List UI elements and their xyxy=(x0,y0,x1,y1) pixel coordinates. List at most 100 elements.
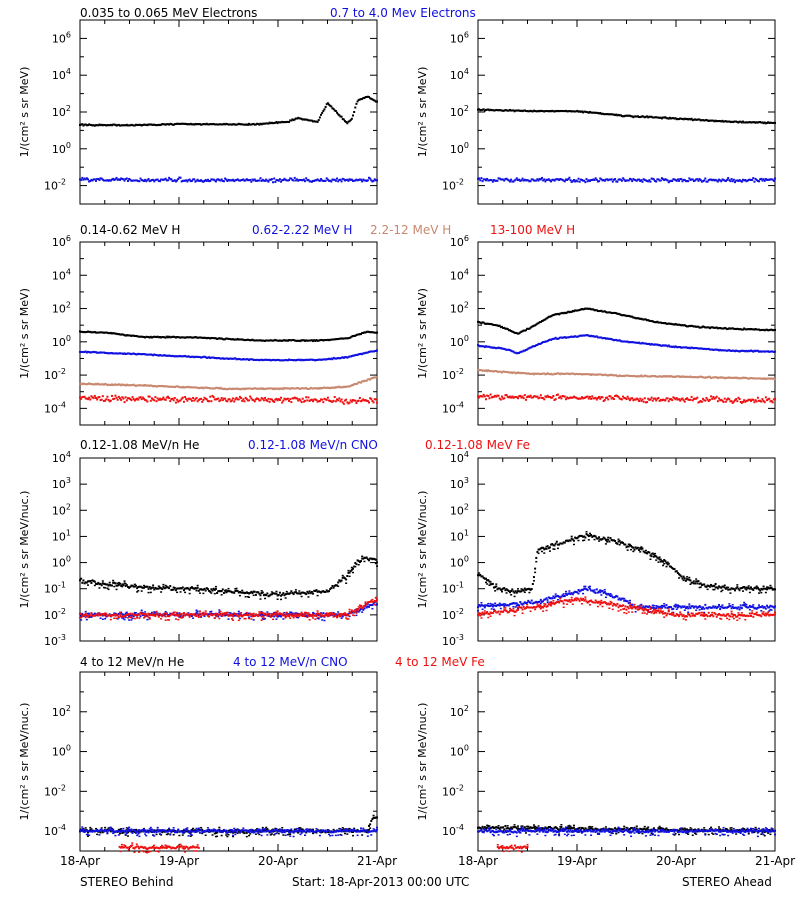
data-point xyxy=(592,335,595,338)
data-point xyxy=(687,118,690,121)
data-point xyxy=(671,117,674,120)
data-point xyxy=(595,309,598,312)
data-point xyxy=(692,180,695,183)
data-point xyxy=(238,395,241,398)
data-point xyxy=(627,397,630,400)
data-point xyxy=(92,178,95,181)
data-point xyxy=(324,358,327,361)
data-point xyxy=(299,359,302,362)
data-point xyxy=(710,348,713,351)
data-point xyxy=(747,585,750,587)
data-point xyxy=(552,548,555,550)
data-point xyxy=(745,180,748,183)
data-point xyxy=(256,397,259,400)
data-point xyxy=(734,589,737,592)
data-point xyxy=(275,592,278,595)
data-point xyxy=(106,615,109,618)
data-point xyxy=(132,179,135,182)
data-point xyxy=(368,378,371,381)
data-point xyxy=(574,396,577,399)
data-point xyxy=(125,383,128,386)
data-point xyxy=(491,323,494,326)
data-point xyxy=(98,178,101,181)
data-point xyxy=(315,387,318,390)
data-point xyxy=(705,326,708,329)
data-point xyxy=(156,124,159,127)
data-point xyxy=(615,113,618,116)
data-point xyxy=(278,591,281,594)
data-point xyxy=(651,116,654,119)
data-point xyxy=(564,590,567,593)
data-point xyxy=(612,311,615,314)
data-point xyxy=(274,359,277,362)
data-point xyxy=(510,178,513,181)
data-point xyxy=(539,598,542,601)
data-point xyxy=(154,353,157,356)
data-point xyxy=(120,611,123,614)
data-point xyxy=(106,583,109,586)
data-point xyxy=(235,613,238,616)
data-point xyxy=(655,116,658,119)
data-point xyxy=(700,400,703,403)
data-point xyxy=(364,379,367,382)
data-point xyxy=(518,178,521,181)
data-point xyxy=(361,557,364,560)
data-point xyxy=(371,331,374,334)
data-point xyxy=(211,123,214,126)
data-point xyxy=(767,350,770,353)
data-point xyxy=(284,387,287,390)
data-point xyxy=(358,98,361,101)
data-point xyxy=(148,586,151,589)
data-point xyxy=(614,540,617,543)
data-point xyxy=(746,350,749,353)
data-point xyxy=(283,614,286,617)
data-point xyxy=(514,109,517,112)
data-point xyxy=(535,344,538,347)
data-point xyxy=(723,120,726,123)
data-point xyxy=(550,315,553,318)
data-point xyxy=(160,123,163,126)
data-point xyxy=(221,179,224,182)
data-point xyxy=(347,120,350,123)
data-point xyxy=(316,613,319,616)
data-point xyxy=(748,398,751,401)
data-point xyxy=(688,346,691,349)
data-point xyxy=(182,336,185,339)
data-point xyxy=(317,339,320,342)
data-point xyxy=(248,617,251,620)
data-point xyxy=(585,395,588,398)
data-point xyxy=(308,399,311,402)
data-point xyxy=(314,179,317,182)
data-point xyxy=(130,334,133,337)
data-point xyxy=(763,329,766,332)
data-point xyxy=(126,585,129,588)
data-point xyxy=(82,382,85,385)
data-point xyxy=(352,384,355,387)
data-point xyxy=(354,399,357,402)
data-point xyxy=(668,180,671,183)
data-point xyxy=(762,178,765,181)
data-point xyxy=(306,590,309,593)
data-point xyxy=(376,349,378,352)
data-point xyxy=(478,108,481,111)
data-point xyxy=(596,336,599,339)
data-point xyxy=(249,339,252,342)
data-point xyxy=(536,395,539,398)
data-point xyxy=(563,373,566,376)
data-point xyxy=(203,355,206,358)
data-point xyxy=(142,584,145,587)
data-point xyxy=(769,586,772,589)
data-point xyxy=(586,180,589,183)
data-point xyxy=(82,351,85,354)
data-point xyxy=(170,385,173,388)
data-point xyxy=(484,398,487,401)
data-point xyxy=(170,123,173,126)
data-point xyxy=(529,109,532,112)
data-point xyxy=(490,346,493,349)
data-point xyxy=(561,336,564,339)
data-point xyxy=(190,586,193,589)
data-point xyxy=(358,609,361,612)
data-point xyxy=(583,334,586,337)
data-point xyxy=(756,396,759,399)
